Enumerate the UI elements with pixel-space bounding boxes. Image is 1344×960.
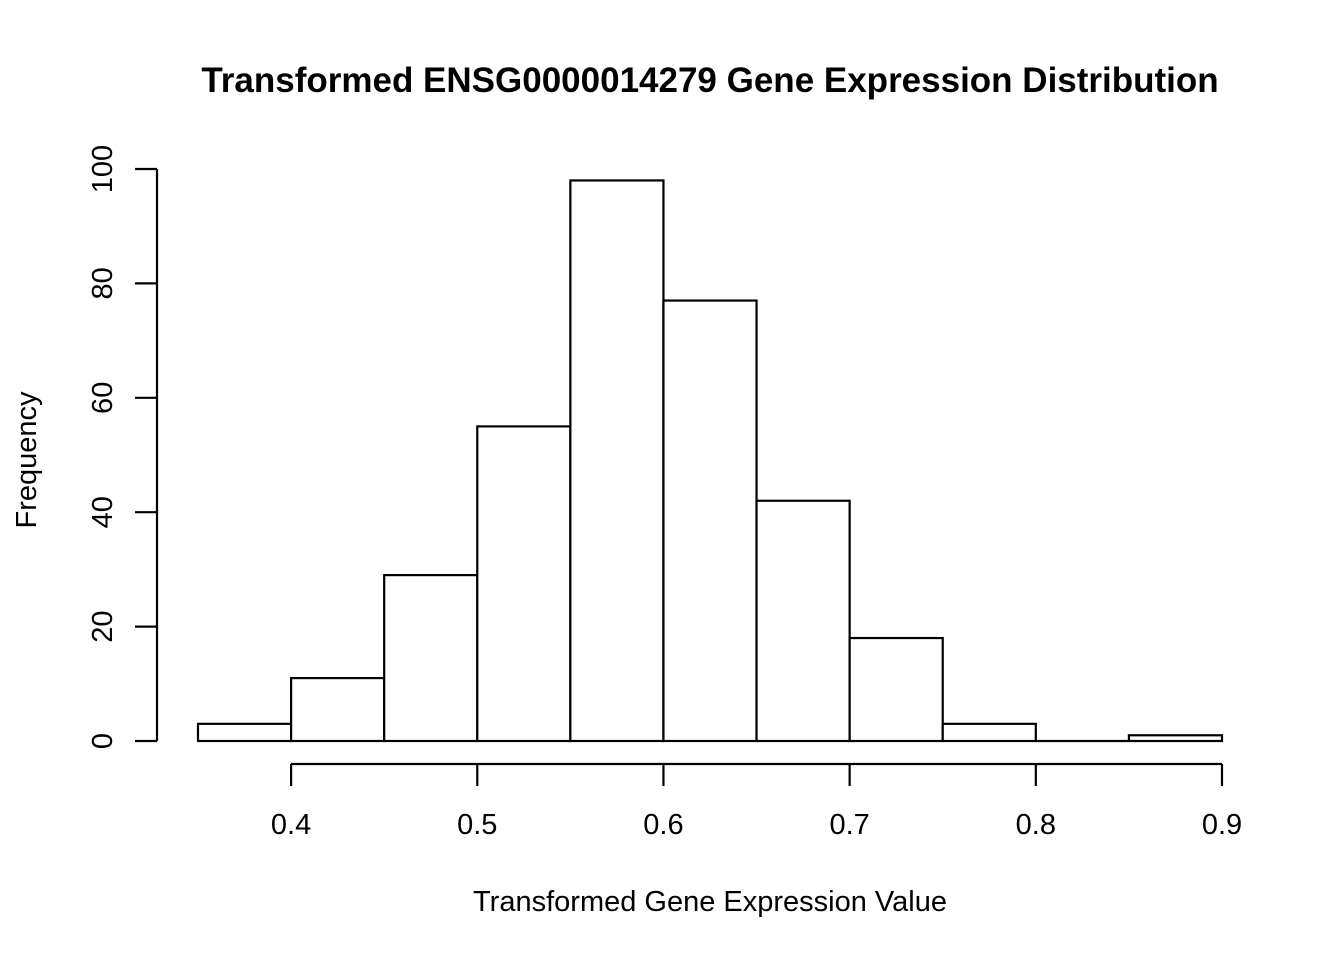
histogram-bar bbox=[662, 299, 758, 743]
x-tick-label: 0.7 bbox=[829, 809, 869, 841]
y-tick-label: 60 bbox=[87, 382, 119, 414]
y-tick-label: 40 bbox=[87, 496, 119, 528]
x-tick-label: 0.6 bbox=[643, 809, 683, 841]
histogram-bar bbox=[476, 425, 572, 743]
histogram-bar bbox=[755, 499, 851, 743]
y-tick-label: 0 bbox=[87, 733, 119, 749]
histogram-bar bbox=[383, 574, 479, 743]
histogram-bar bbox=[289, 676, 386, 743]
chart-title: Transformed ENSG0000014279 Gene Expressi… bbox=[201, 61, 1218, 100]
histogram-bars bbox=[196, 179, 1224, 743]
histogram-bar bbox=[941, 722, 1037, 743]
y-axis: 0 20 40 60 80 100 bbox=[87, 145, 159, 749]
y-tick-label: 80 bbox=[87, 267, 119, 299]
histogram-bar bbox=[569, 179, 665, 743]
x-tick-label: 0.8 bbox=[1016, 809, 1056, 841]
histogram-bar bbox=[848, 636, 944, 743]
x-axis-label: Transformed Gene Expression Value bbox=[473, 886, 947, 918]
y-tick-label: 100 bbox=[87, 145, 119, 193]
histogram-bar bbox=[1127, 734, 1224, 743]
y-tick-label: 20 bbox=[87, 610, 119, 642]
x-tick-label: 0.9 bbox=[1202, 809, 1242, 841]
histogram-bar bbox=[196, 722, 293, 743]
x-tick-label: 0.4 bbox=[271, 809, 311, 841]
x-axis: 0.4 0.5 0.6 0.7 0.8 0.9 bbox=[271, 762, 1242, 841]
y-axis-label: Frequency bbox=[11, 391, 43, 529]
x-tick-label: 0.5 bbox=[457, 809, 497, 841]
